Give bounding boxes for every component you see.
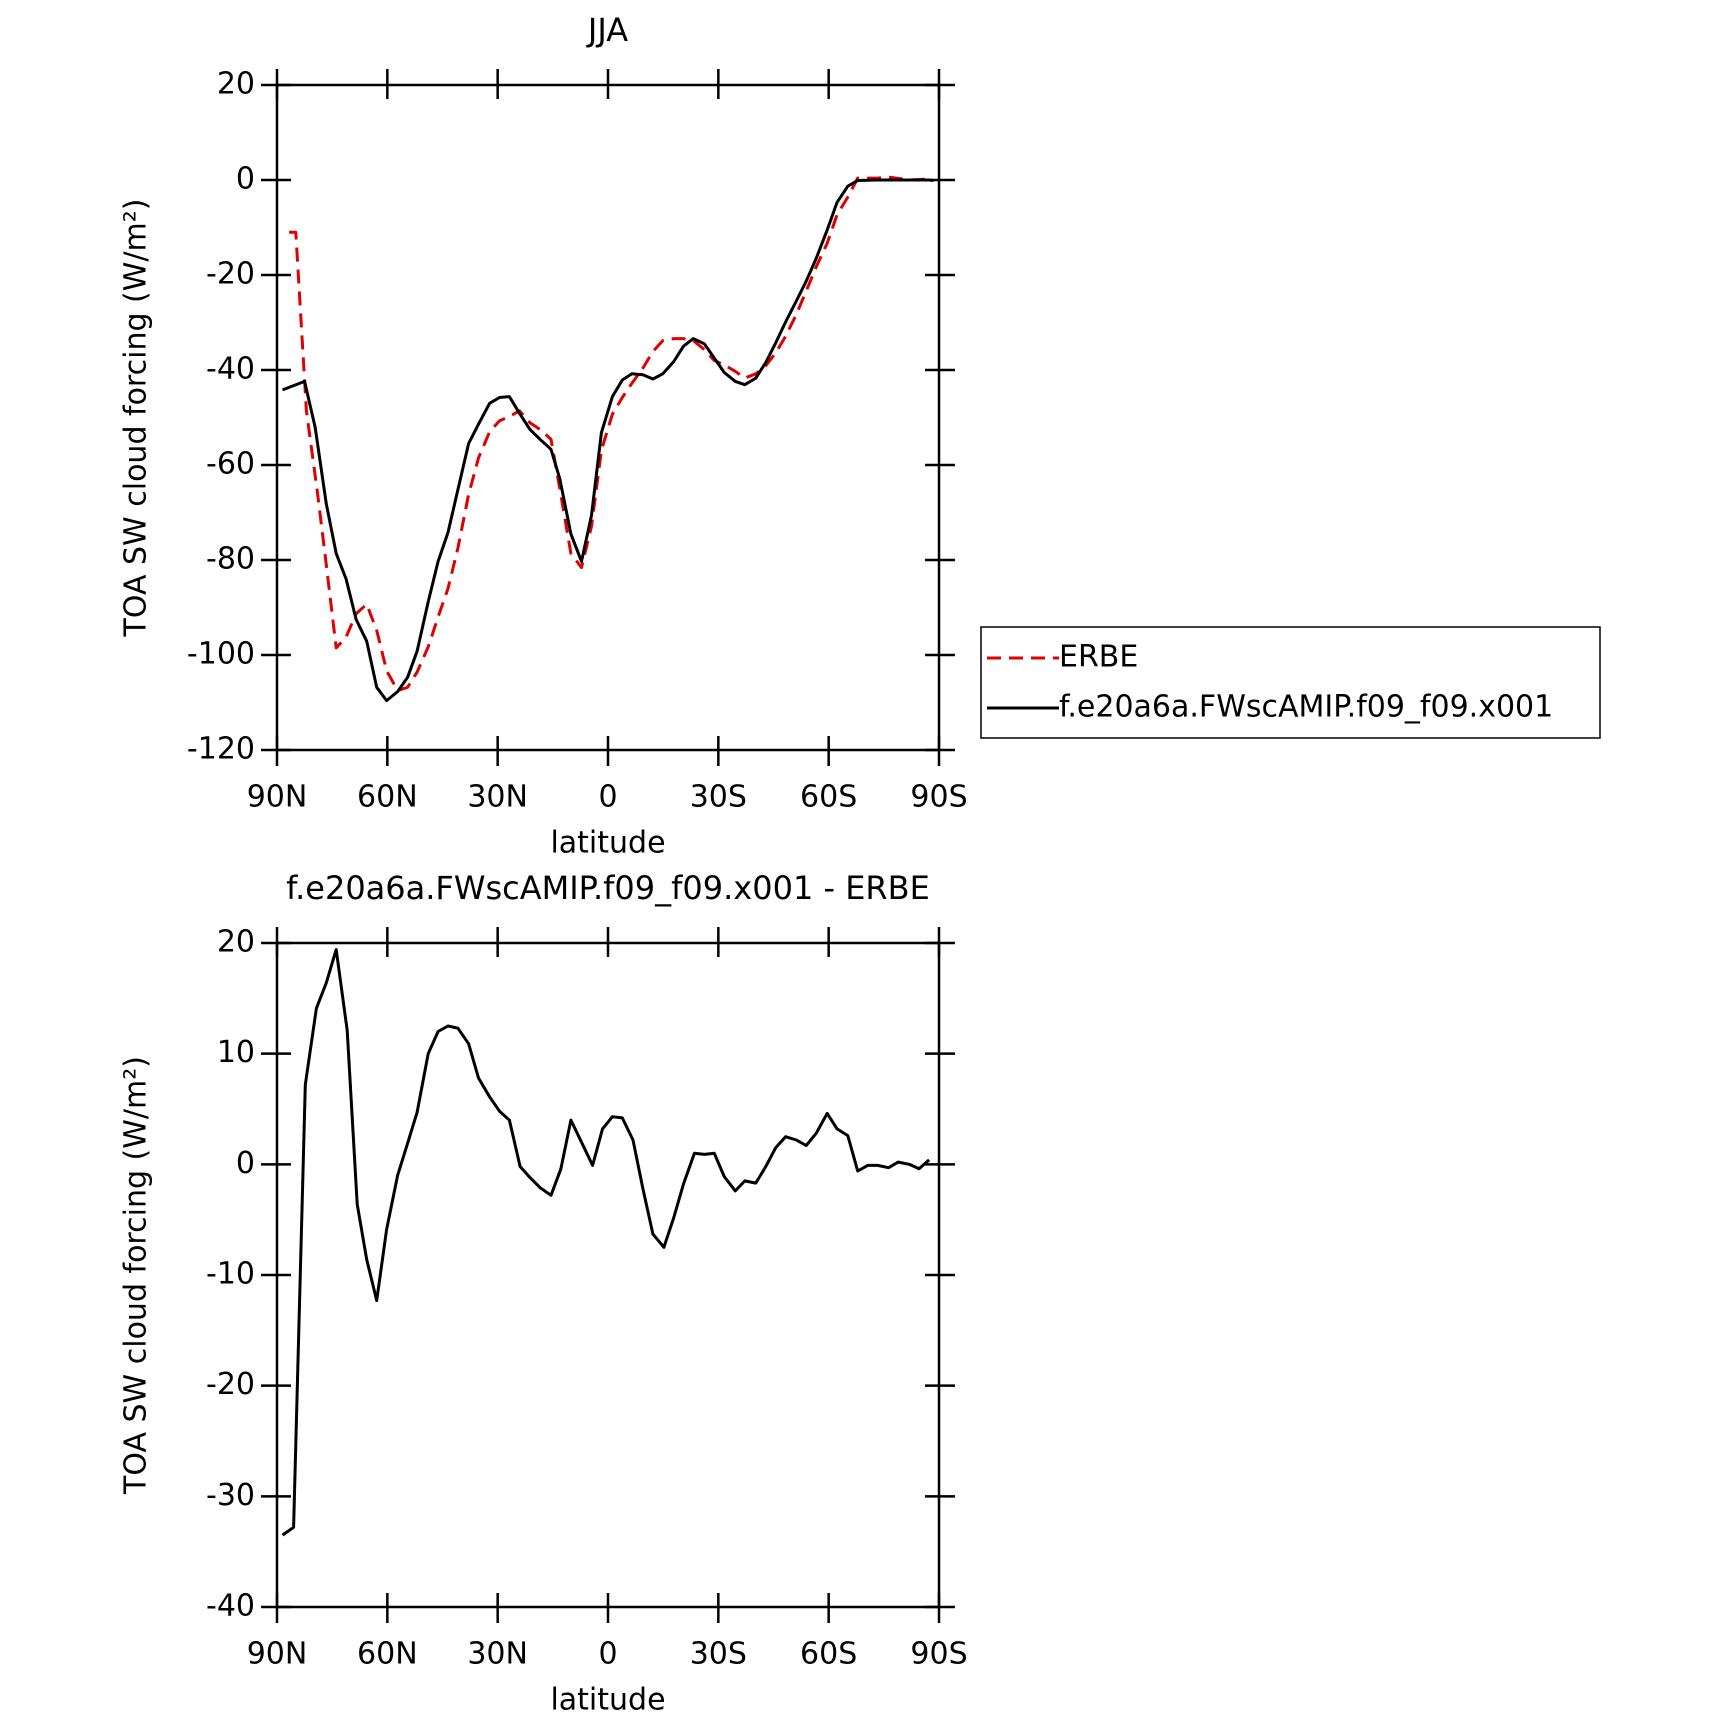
x-tick-label: 60S: [800, 1637, 857, 1672]
y-tick-label: -40: [206, 352, 255, 387]
series-line: [289, 175, 934, 693]
x-tick-label: 60S: [800, 780, 857, 815]
x-tick-label: 60N: [357, 780, 418, 815]
y-tick-label: -10: [206, 1257, 255, 1292]
x-tick-label: 30S: [690, 1637, 747, 1672]
chart-title: JJA: [586, 11, 628, 49]
x-tick-label: 0: [598, 1637, 617, 1672]
x-axis-label: latitude: [550, 826, 665, 861]
y-tick-label: -120: [187, 732, 255, 767]
y-tick-label: 20: [217, 67, 255, 102]
plot-frame: [275, 83, 941, 752]
x-tick-label: 90N: [247, 1637, 308, 1672]
x-tick-label: 60N: [357, 1637, 418, 1672]
x-tick-label: 30S: [690, 780, 747, 815]
x-tick-label: 30N: [467, 780, 528, 815]
y-tick-label: -40: [206, 1589, 255, 1624]
series-line: [281, 948, 931, 1537]
chart-title: f.e20a6a.FWscAMIP.f09_f09.x001 - ERBE: [286, 869, 930, 907]
legend-label: f.e20a6a.FWscAMIP.f09_f09.x001: [1059, 690, 1553, 725]
y-tick-label: -60: [206, 447, 255, 482]
y-tick-label: 10: [217, 1035, 255, 1070]
y-tick-label: -20: [206, 257, 255, 292]
y-tick-label: -30: [206, 1478, 255, 1513]
x-tick-label: 90N: [247, 780, 308, 815]
y-tick-label: -80: [206, 542, 255, 577]
x-tick-label: 30N: [467, 1637, 528, 1672]
y-axis-label: TOA SW cloud forcing (W/m²): [119, 199, 154, 638]
legend-box: [980, 626, 1601, 739]
plot-frame: [275, 941, 941, 1609]
y-tick-label: -100: [187, 637, 255, 672]
x-axis-label: latitude: [550, 1683, 665, 1718]
legend-label: ERBE: [1059, 640, 1138, 675]
x-tick-label: 90S: [910, 780, 967, 815]
series-line: [281, 178, 934, 703]
y-axis-label: TOA SW cloud forcing (W/m²): [119, 1056, 154, 1495]
y-tick-label: -20: [206, 1367, 255, 1402]
y-tick-label: 0: [236, 1146, 255, 1181]
y-tick-label: 20: [217, 925, 255, 960]
x-tick-label: 0: [598, 780, 617, 815]
x-tick-label: 90S: [910, 1637, 967, 1672]
y-tick-label: 0: [236, 162, 255, 197]
